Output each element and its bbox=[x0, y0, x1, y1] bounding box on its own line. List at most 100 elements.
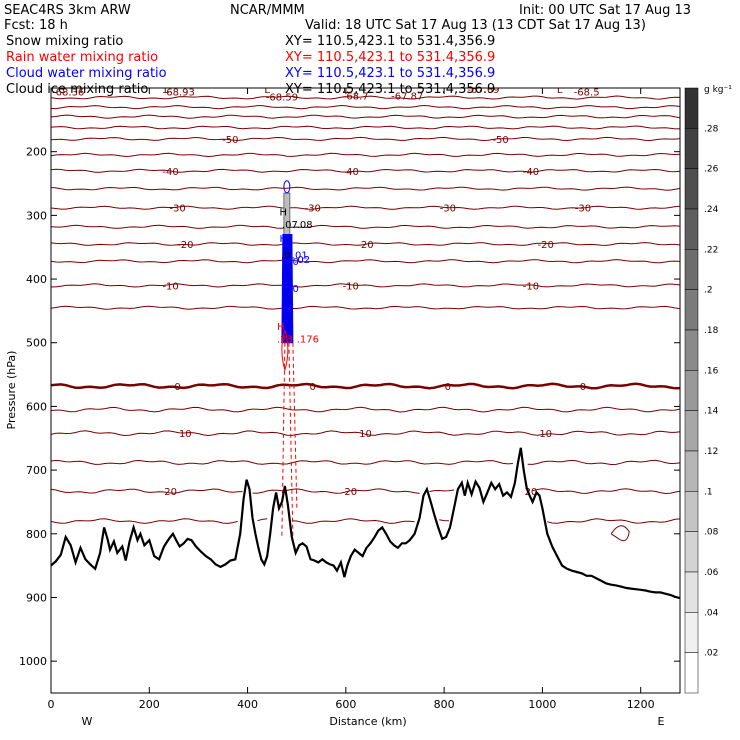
isotherm--70 bbox=[51, 95, 680, 100]
isotherm-label: 10 bbox=[359, 429, 372, 440]
extremum-label: -68.5 bbox=[574, 88, 600, 99]
field-cloudwater-xy: XY= 110.5,423.1 to 531.4,356.9 bbox=[285, 66, 495, 81]
isotherm-label: -20 bbox=[538, 240, 554, 251]
convective-label: H bbox=[280, 234, 288, 245]
y-tick-label: 600 bbox=[26, 400, 47, 413]
west-label: W bbox=[82, 715, 93, 728]
isotherm-label: 0 bbox=[445, 382, 451, 393]
colorbar-tick-label: .06 bbox=[704, 568, 719, 578]
convective-label: .07 bbox=[282, 220, 298, 231]
colorbar-tick-label: .22 bbox=[704, 245, 718, 255]
isotherm-label: 10 bbox=[179, 429, 192, 440]
isotherm-label: -20 bbox=[357, 240, 373, 251]
isotherm-label: -40 bbox=[523, 167, 539, 178]
y-tick-label: 1000 bbox=[19, 655, 47, 668]
colorbar-segment bbox=[684, 128, 699, 169]
isotherm--45 bbox=[51, 152, 680, 158]
colorbar-tick-label: .2 bbox=[704, 286, 713, 296]
isotherm-label: -50 bbox=[222, 135, 238, 146]
convective-label: .00 bbox=[283, 284, 299, 295]
colorbar-segment bbox=[684, 249, 699, 290]
isotherm-label: -50 bbox=[492, 135, 508, 146]
field-rain-label: Rain water mixing ratio bbox=[6, 50, 158, 65]
east-label: E bbox=[658, 715, 665, 728]
isotherm-10 bbox=[51, 430, 680, 437]
colorbar-tick-label: .04 bbox=[704, 608, 719, 618]
isotherm--10 bbox=[51, 283, 680, 288]
field-cloudwater-label: Cloud water mixing ratio bbox=[6, 66, 167, 81]
colorbar-segment bbox=[684, 370, 699, 411]
convective-label: .0 bbox=[281, 251, 291, 262]
isotherm-label: -30 bbox=[440, 204, 456, 215]
convective-label: .08 bbox=[297, 220, 313, 231]
init-label: Init: 00 UTC Sat 17 Aug 13 bbox=[519, 3, 691, 18]
extremum-label: -68.7 bbox=[343, 91, 369, 102]
colorbar-segment bbox=[684, 87, 699, 129]
extremum-label: -68.59 bbox=[266, 93, 298, 104]
colorbar-tick-label: .24 bbox=[704, 205, 719, 215]
y-tick-label: 800 bbox=[26, 528, 47, 541]
extremum-label: -67.87 bbox=[391, 91, 423, 102]
colorbar-segment bbox=[684, 571, 699, 613]
x-tick-label: 1200 bbox=[627, 698, 655, 711]
colorbar-segment bbox=[684, 612, 699, 653]
x-tick-label: 800 bbox=[434, 698, 455, 711]
isotherm--50 bbox=[51, 136, 680, 142]
y-tick-label: 500 bbox=[26, 337, 47, 350]
x-axis-title: Distance (km) bbox=[329, 715, 406, 728]
colorbar-segment bbox=[684, 289, 699, 331]
rain-shaft bbox=[281, 342, 298, 537]
extremum-label: L bbox=[557, 85, 563, 96]
convective-label: .176 bbox=[297, 335, 319, 346]
convective-label: .23 bbox=[277, 335, 293, 346]
y-tick-label: 900 bbox=[26, 591, 47, 604]
colorbar-segment bbox=[684, 450, 699, 492]
isotherm-label: -10 bbox=[523, 281, 539, 292]
colorbar-tick-label: .08 bbox=[704, 528, 719, 538]
isotherm-label: -30 bbox=[169, 204, 185, 215]
colorbar-segment bbox=[684, 168, 699, 210]
plot-content: -50 -50 -40 -40 -40 -30 -30 -30 -30 -20 -20 -20 -10 -… bbox=[51, 85, 680, 600]
isotherm--40 bbox=[51, 168, 680, 173]
plot-frame bbox=[50, 87, 681, 694]
isotherm-label: 20 bbox=[164, 487, 177, 498]
y-tick-label: 300 bbox=[26, 209, 47, 222]
y-tick-label: 200 bbox=[26, 146, 47, 159]
isotherm--55 bbox=[51, 125, 680, 130]
extremum-label: L bbox=[164, 85, 170, 96]
x-tick-label: 1000 bbox=[528, 698, 556, 711]
field-snow-xy: XY= 110.5,423.1 to 531.4,356.9 bbox=[285, 34, 495, 49]
convective-label: .02 bbox=[294, 255, 310, 266]
org-label: NCAR/MMM bbox=[230, 3, 305, 18]
isotherm-label: -10 bbox=[162, 281, 178, 292]
isotherm-label: -40 bbox=[162, 167, 178, 178]
y-tick-label: 400 bbox=[26, 273, 47, 286]
colorbar-tick-label: .02 bbox=[704, 649, 718, 659]
field-cloudice-label: Cloud ice mixing ratio bbox=[6, 82, 148, 97]
isotherm-loop bbox=[610, 525, 630, 542]
isotherm-label: 0 bbox=[580, 382, 586, 393]
isotherm-label: 20 bbox=[525, 487, 538, 498]
x-tick-label: 400 bbox=[237, 698, 258, 711]
field-snow-label: Snow mixing ratio bbox=[6, 34, 123, 49]
isotherm--60 bbox=[51, 114, 680, 119]
field-cloudice-xy: XY= 110.5,423.1 to 531.4,356.9 bbox=[285, 82, 495, 97]
isotherm--65 bbox=[51, 104, 680, 110]
colorbar-segment bbox=[684, 410, 699, 452]
plot-area: -50 -50 -40 -40 -40 -30 -30 -30 -30 -20 -20 -20 -10 -… bbox=[19, 85, 681, 711]
isotherm--35 bbox=[51, 186, 680, 191]
isotherm-label: 0 bbox=[174, 382, 180, 393]
colorbar-segment bbox=[684, 329, 699, 371]
isotherm-label: -20 bbox=[177, 240, 193, 251]
x-tick-label: 200 bbox=[139, 698, 160, 711]
colorbar-tick-label: .12 bbox=[704, 447, 718, 457]
fcst-label: Fcst: 18 h bbox=[4, 18, 68, 33]
isotherm-label: 20 bbox=[344, 487, 357, 498]
isotherm-5 bbox=[51, 406, 680, 413]
isotherm-label: -30 bbox=[575, 204, 591, 215]
isotherm--20 bbox=[51, 242, 680, 246]
convective-label: .01 bbox=[292, 251, 308, 262]
isotherm-label: -10 bbox=[343, 281, 359, 292]
colorbar-tick-label: .28 bbox=[704, 124, 719, 134]
